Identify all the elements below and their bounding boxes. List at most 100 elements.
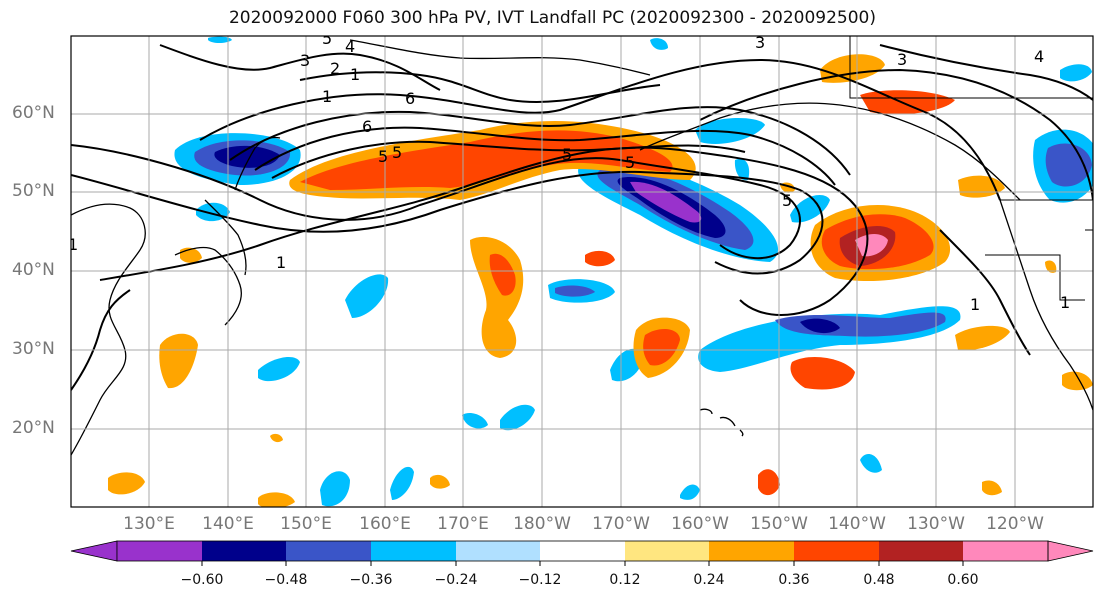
- positive-anomaly-region: [860, 90, 955, 115]
- longitude-label: 120°W: [986, 514, 1044, 534]
- contour-label: 6: [405, 89, 415, 108]
- negative-anomaly-region: [860, 454, 882, 473]
- colorbar-segment: [117, 541, 202, 561]
- positive-anomaly-region: [982, 480, 1002, 496]
- contour-label: 1: [350, 65, 360, 84]
- negative-anomaly-region: [1060, 64, 1092, 82]
- negative-anomaly-region: [500, 404, 535, 431]
- negative-anomaly-region: [734, 158, 750, 181]
- contour-label: 1: [322, 87, 332, 106]
- map-plot-area: 3 2 1 4 5 1 5 6 5 5 5 3 3 4 1 1 1 1 6 5: [71, 29, 1093, 507]
- latitude-label: 40°N: [12, 260, 55, 280]
- longitude-label: 130°E: [123, 514, 175, 534]
- colorbar-segment: [709, 541, 794, 561]
- gridlines: [71, 36, 1093, 507]
- positive-anomaly-region: [159, 333, 198, 389]
- contour-label: 5: [782, 191, 792, 210]
- contour-label: 5: [378, 147, 388, 166]
- korea-japan-coastline: [174, 199, 247, 326]
- border-line: [985, 254, 1085, 301]
- map-title: 2020092000 F060 300 hPa PV, IVT Landfall…: [228, 8, 876, 28]
- coastlines: [71, 39, 1093, 456]
- hawaii-islands: [699, 408, 744, 437]
- negative-anomaly-region: [196, 202, 230, 222]
- pv-contour-line: [159, 44, 441, 91]
- negative-anomaly-region: [790, 195, 830, 223]
- longitude-label: 160°E: [359, 514, 411, 534]
- colorbar-tick-label: 0.36: [778, 572, 810, 588]
- longitude-label: 170°W: [592, 514, 650, 534]
- positive-anomaly-region: [643, 328, 680, 366]
- positive-anomaly-region: [790, 357, 855, 390]
- pv-contours: [71, 44, 1093, 391]
- longitude-label: 130°W: [907, 514, 965, 534]
- contour-label: 5: [322, 29, 332, 48]
- negative-anomaly-region: [650, 38, 668, 50]
- alaska-coastline: [639, 102, 1021, 201]
- contour-label: 4: [1034, 47, 1044, 66]
- positive-anomaly-region: [180, 247, 202, 263]
- negative-anomaly-region: [462, 413, 488, 429]
- negative-anomaly-region: [800, 318, 840, 334]
- colorbar-tick-label: −0.24: [434, 572, 478, 588]
- pv-contour-line: [199, 58, 1001, 201]
- latitude-label: 20°N: [12, 418, 55, 438]
- pv-contour-line: [229, 106, 851, 176]
- negative-anomaly-region: [258, 356, 300, 382]
- longitude-label: 150°W: [750, 514, 808, 534]
- colorbar: [70, 540, 1094, 566]
- pv-contour-labels: 3 2 1 4 5 1 5 6 5 5 5 3 3 4 1 1 1 1 6 5: [71, 29, 1070, 314]
- colorbar-segment: [371, 541, 456, 561]
- map-frame: [70, 35, 1094, 508]
- colorbar-segment: [456, 541, 540, 561]
- positive-anomaly-region: [955, 325, 1010, 351]
- colorbar-segment: [963, 541, 1048, 561]
- asia-coastline: [71, 203, 146, 456]
- negative-anomaly-region: [390, 466, 414, 500]
- pv-contour-line: [71, 289, 131, 391]
- contour-label: 3: [300, 51, 310, 70]
- colorbar-segment: [625, 541, 709, 561]
- contour-label: 6: [362, 117, 372, 136]
- colorbar-segment: [286, 541, 371, 561]
- positive-anomaly-region: [855, 234, 888, 257]
- pv-contour-line: [939, 229, 1031, 356]
- positive-anomaly-region: [1045, 260, 1057, 273]
- pv-contour-line: [299, 71, 661, 103]
- positive-anomaly-region: [1062, 371, 1093, 391]
- positive-anomaly-region: [489, 253, 516, 296]
- contour-label: 1: [276, 253, 286, 272]
- contour-label: 3: [897, 50, 907, 69]
- negative-anomaly-region: [345, 274, 389, 318]
- positive-anomaly-region: [258, 492, 295, 507]
- colorbar-extend-min: [70, 540, 118, 562]
- longitude-label: 140°E: [202, 514, 254, 534]
- contour-label: 1: [1060, 293, 1070, 312]
- colorbar-tick-label: −0.60: [180, 572, 224, 588]
- colorbar-frame: [116, 540, 1049, 562]
- positive-anomaly-region: [270, 433, 283, 443]
- contour-label: 1: [970, 295, 980, 314]
- positive-anomaly-region: [758, 469, 780, 496]
- colorbar-tick-label: 0.24: [693, 572, 725, 588]
- longitude-label: 160°W: [671, 514, 729, 534]
- latitude-label: 30°N: [12, 339, 55, 359]
- negative-anomaly-region: [695, 118, 765, 145]
- positive-anomaly-region: [300, 130, 673, 190]
- negative-anomaly-region: [555, 285, 595, 297]
- longitude-label: 180°W: [513, 514, 571, 534]
- colorbar-tick-label: 0.48: [863, 572, 895, 588]
- contour-label: 5: [562, 145, 572, 164]
- positive-anomaly-region: [585, 250, 615, 267]
- latitude-label: 60°N: [12, 103, 55, 123]
- longitude-label: 170°E: [437, 514, 489, 534]
- latitude-label: 50°N: [12, 181, 55, 201]
- pv-contour-line: [879, 44, 1093, 101]
- colorbar-segment: [540, 541, 625, 561]
- negative-anomaly-region: [208, 36, 232, 43]
- positive-anomaly-region: [108, 472, 145, 495]
- colorbar-extend-max: [1047, 540, 1094, 562]
- colorbar-tick-label: 0.12: [609, 572, 641, 588]
- longitude-label: 140°W: [828, 514, 886, 534]
